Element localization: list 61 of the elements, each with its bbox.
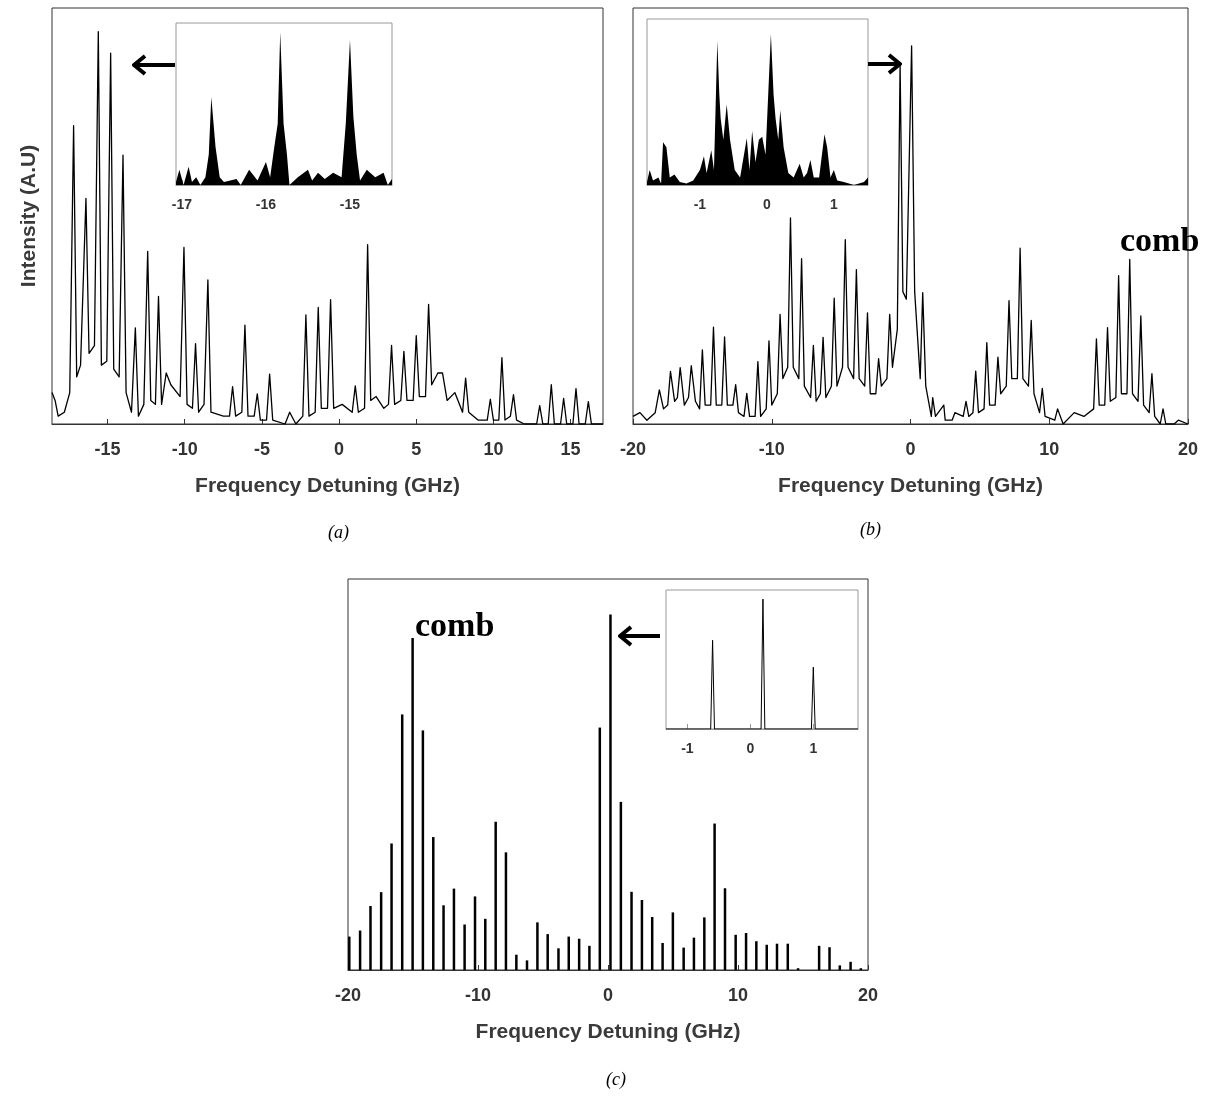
x-tick-label: 10 [727, 985, 749, 1005]
bar [369, 906, 372, 970]
bar [734, 934, 737, 970]
bar [765, 944, 768, 970]
x-tick-label: -10 [758, 439, 785, 459]
x-tick-label: 0 [746, 740, 755, 756]
bar [494, 821, 497, 970]
x-tick-label: -1 [693, 196, 707, 212]
bar [703, 917, 706, 970]
x-tick-label: 0 [334, 439, 345, 459]
bar [463, 924, 466, 970]
bar [390, 843, 393, 970]
x-tick-label: -10 [171, 439, 198, 459]
x-tick-label: 15 [560, 439, 581, 459]
x-tick-label: 1 [809, 740, 818, 756]
x-tick-label: 0 [762, 196, 771, 212]
bar [588, 945, 591, 970]
x-tick-label: -10 [464, 985, 492, 1005]
x-tick-label: 10 [483, 439, 504, 459]
bar [849, 961, 852, 970]
text: (c) [606, 1069, 626, 1090]
text: (b) [860, 519, 881, 540]
bar [755, 941, 758, 970]
x-tick-label: 1 [829, 196, 838, 212]
bar [348, 936, 351, 970]
x-tick-label: -20 [619, 439, 647, 459]
bar [630, 891, 633, 970]
bar [682, 947, 685, 970]
bar [432, 837, 435, 970]
x-tick-label: -20 [334, 985, 362, 1005]
x-tick-label: 20 [1177, 439, 1199, 459]
x-tick-label: -15 [94, 439, 121, 459]
bar [828, 947, 831, 970]
x-axis-title: Frequency Detuning (GHz) [778, 473, 1043, 496]
x-tick-label: 10 [1039, 439, 1060, 459]
x-tick-label: 0 [602, 985, 614, 1005]
bar [536, 922, 539, 970]
x-tick-label: 0 [905, 439, 916, 459]
x-tick-label: 5 [411, 439, 422, 459]
bar [484, 918, 487, 970]
x-axis-title: Frequency Detuning (GHz) [475, 1019, 741, 1042]
bar [515, 954, 518, 970]
x-tick-label: 20 [857, 985, 879, 1005]
x-axis-title: Frequency Detuning (GHz) [195, 473, 460, 496]
x-tick-label: -5 [253, 439, 270, 459]
annotation: comb [1120, 220, 1200, 258]
bar [411, 638, 414, 970]
bar [557, 948, 560, 970]
x-tick-label: -1 [681, 740, 694, 756]
annotation: comb [415, 605, 495, 643]
bar [567, 936, 570, 970]
y-axis-title: Intensity (A.U) [15, 144, 39, 288]
bar [546, 934, 549, 970]
x-tick-label: -15 [339, 196, 361, 212]
x-tick-label: -16 [255, 196, 277, 212]
bar [442, 905, 445, 970]
x-tick-label: -17 [171, 196, 193, 212]
bar [609, 614, 612, 970]
bar [661, 942, 664, 970]
text: (a) [328, 522, 349, 543]
bar [713, 823, 716, 970]
